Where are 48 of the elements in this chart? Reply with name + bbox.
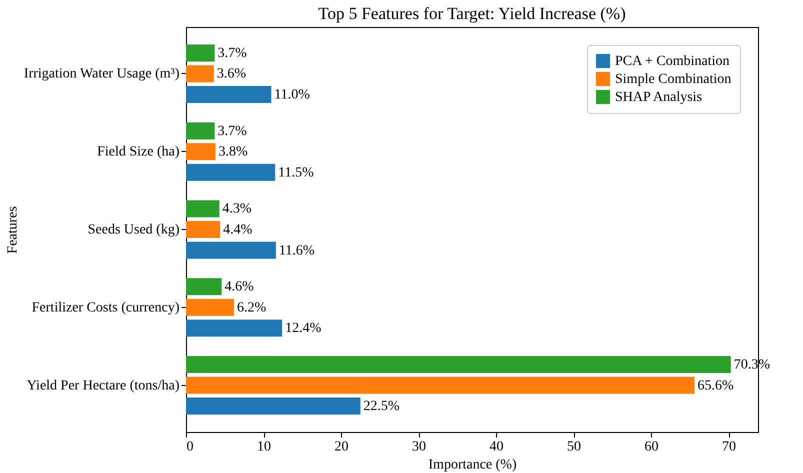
x-axis-title: Importance (%) <box>428 458 517 472</box>
data-label: 4.3% <box>222 202 252 217</box>
data-label: 3.7% <box>218 46 248 61</box>
y-tick-label: Field Size (ha) <box>97 144 180 160</box>
data-label: 4.4% <box>223 222 253 238</box>
bar <box>186 164 276 181</box>
data-label: 65.6% <box>697 378 734 394</box>
bar <box>186 398 360 415</box>
data-label: 11.5% <box>278 165 314 180</box>
chart-title: Top 5 Features for Target: Yield Increase (%) <box>318 4 626 23</box>
data-label: 3.8% <box>218 144 248 160</box>
bar <box>186 86 272 103</box>
bar <box>186 65 214 82</box>
legend-label: SHAP Analysis <box>615 90 702 105</box>
bar <box>186 221 220 238</box>
y-tick-label: Fertilizer Costs (currency) <box>32 300 180 316</box>
bar <box>186 320 282 337</box>
x-tick-label: 70 <box>722 440 736 454</box>
x-tick-label: 20 <box>334 440 349 454</box>
legend-label: Simple Combination <box>615 72 732 87</box>
data-label: 3.7% <box>218 124 248 139</box>
bar <box>186 242 276 259</box>
x-tick-label: 0 <box>186 440 194 454</box>
bar <box>186 376 694 394</box>
bar <box>186 278 222 296</box>
data-label: 6.2% <box>237 300 267 316</box>
bar <box>186 44 215 62</box>
data-label: 11.0% <box>274 88 310 102</box>
y-tick-label: Irrigation Water Usage (m³) <box>24 66 180 82</box>
y-tick-label: Seeds Used (kg) <box>88 222 180 238</box>
x-tick-label: 40 <box>490 440 504 454</box>
data-label: 22.5% <box>363 399 400 414</box>
x-tick-label: 60 <box>644 440 659 454</box>
data-label: 12.4% <box>285 321 322 336</box>
legend-label: PCA + Combination <box>615 54 730 69</box>
bar <box>186 122 215 140</box>
bar <box>186 143 216 160</box>
y-tick-label: Yield Per Hectare (tons/ha) <box>26 378 180 394</box>
bar <box>186 200 220 218</box>
x-tick-label: 30 <box>412 440 426 454</box>
data-label: 11.6% <box>278 243 315 258</box>
bar <box>186 298 234 316</box>
data-label: 4.6% <box>224 280 254 295</box>
data-label: 3.6% <box>216 66 246 82</box>
x-tick-label: 10 <box>257 440 272 454</box>
x-tick-label: 50 <box>567 440 582 454</box>
y-axis-title: Features <box>6 206 21 254</box>
bar <box>186 356 731 373</box>
